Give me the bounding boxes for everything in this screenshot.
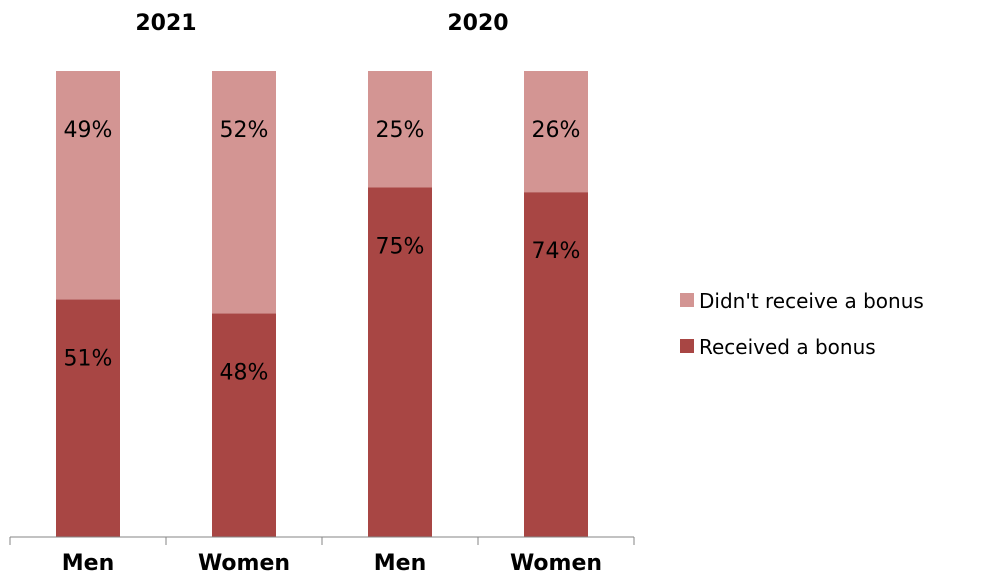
x-tick-label-0: Men bbox=[62, 551, 114, 576]
x-axis: Men Women Men Women bbox=[9, 536, 635, 576]
bar-received-3 bbox=[524, 192, 588, 537]
x-tick-label-2: Men bbox=[374, 551, 426, 576]
data-label-not-received-0: 49% bbox=[64, 118, 113, 143]
bars bbox=[56, 71, 588, 537]
group-titles: 2021 2020 bbox=[135, 11, 508, 36]
data-label-not-received-3: 26% bbox=[532, 118, 581, 143]
x-tick-label-1: Women bbox=[198, 551, 290, 576]
bar-received-1 bbox=[212, 313, 276, 537]
bar-not-received-2 bbox=[368, 71, 432, 188]
legend-swatch-0 bbox=[680, 293, 694, 307]
x-tick-label-3: Women bbox=[510, 551, 602, 576]
data-labels: 51% 49% 48% 52% 75% 25% 74% 26% bbox=[64, 118, 581, 385]
data-label-received-0: 51% bbox=[64, 346, 113, 371]
legend-swatch-1 bbox=[680, 339, 694, 353]
bar-not-received-0 bbox=[56, 71, 120, 300]
data-label-not-received-2: 25% bbox=[376, 118, 425, 143]
data-label-received-2: 75% bbox=[376, 235, 425, 260]
data-label-not-received-1: 52% bbox=[220, 118, 269, 143]
data-label-received-1: 48% bbox=[220, 360, 269, 385]
group-title-1: 2020 bbox=[447, 11, 508, 36]
bar-received-0 bbox=[56, 299, 120, 537]
legend: Didn't receive a bonus Received a bonus bbox=[680, 289, 924, 359]
bar-not-received-3 bbox=[524, 71, 588, 193]
group-title-0: 2021 bbox=[135, 11, 196, 36]
bar-not-received-1 bbox=[212, 71, 276, 314]
legend-label-0: Didn't receive a bonus bbox=[699, 289, 924, 313]
bar-received-2 bbox=[368, 187, 432, 537]
data-label-received-3: 74% bbox=[532, 239, 581, 264]
legend-label-1: Received a bonus bbox=[699, 335, 876, 359]
